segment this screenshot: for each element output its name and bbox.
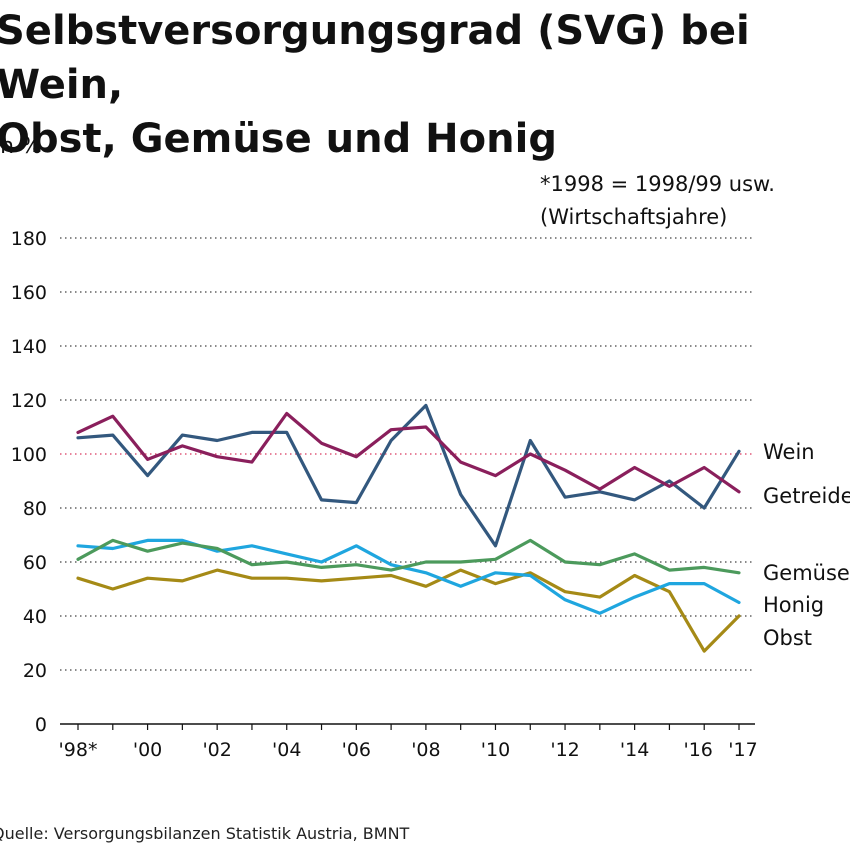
footnote-annotation: *1998 = 1998/99 usw. (Wirtschaftsjahre) bbox=[540, 172, 775, 229]
y-tick-label: 100 bbox=[11, 444, 47, 466]
series-line-wein bbox=[76, 411, 741, 494]
series-line-gemuese bbox=[76, 538, 741, 575]
x-tick-label: '16 bbox=[684, 739, 713, 761]
y-tick-label: 140 bbox=[11, 336, 47, 358]
series-label-getreide: Getreide bbox=[763, 484, 850, 508]
x-axis: '98* '00 '02 '04 '06 '08 '10 '12 '14 '16 '17 bbox=[59, 723, 758, 761]
x-tick-label: '17 bbox=[728, 739, 757, 761]
grid-lines bbox=[60, 237, 755, 671]
y-tick-label: 40 bbox=[23, 606, 47, 628]
x-tick-label: '02 bbox=[202, 739, 231, 761]
x-tick-label: '08 bbox=[411, 739, 440, 761]
x-tick-label: '98* bbox=[59, 739, 98, 761]
x-tick-label: '00 bbox=[133, 739, 162, 761]
y-tick-label: 120 bbox=[11, 390, 47, 412]
series-line-obst bbox=[76, 568, 741, 653]
y-axis-ticks: 0 20 40 60 80 100 120 140 160 180 bbox=[11, 228, 47, 736]
y-tick-label: 80 bbox=[23, 498, 47, 520]
x-tick-label: '04 bbox=[272, 739, 301, 761]
y-tick-label: 180 bbox=[11, 228, 47, 250]
series-label-honig: Honig bbox=[763, 593, 824, 617]
y-tick-label: 60 bbox=[23, 552, 47, 574]
series-label-wein: Wein bbox=[763, 440, 815, 464]
series-lines bbox=[76, 403, 741, 653]
x-tick-label: '06 bbox=[342, 739, 371, 761]
y-tick-label: 20 bbox=[23, 660, 47, 682]
x-tick-label: '10 bbox=[481, 739, 510, 761]
series-labels: Wein Getreide Gemüse Honig Obst bbox=[763, 440, 850, 650]
chart-title: Selbstversorgungsgrad (SVG) bei Wein, Ob… bbox=[0, 8, 750, 162]
y-tick-label: 160 bbox=[11, 282, 47, 304]
y-tick-label: 0 bbox=[35, 714, 47, 736]
y-axis-unit-label: in % bbox=[0, 134, 42, 159]
x-tick-label: '14 bbox=[620, 739, 649, 761]
source-note: Quelle: Versorgungsbilanzen Statistik Au… bbox=[0, 824, 410, 843]
x-tick-label: '12 bbox=[550, 739, 579, 761]
series-label-obst: Obst bbox=[763, 626, 812, 650]
series-line-honig bbox=[76, 538, 741, 615]
series-label-gemuese: Gemüse bbox=[763, 561, 850, 585]
series-line-getreide bbox=[76, 403, 741, 548]
